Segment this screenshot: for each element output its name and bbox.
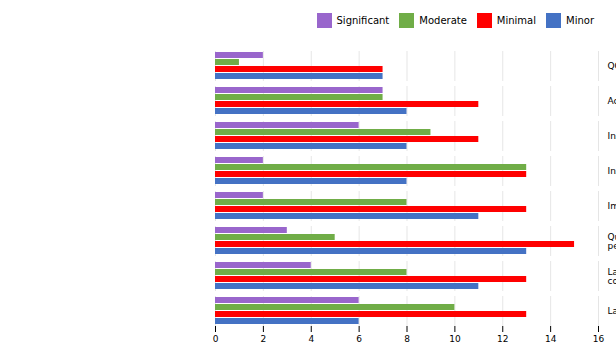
svg-text:Improver or lacking materials: Improver or lacking materials certificat… (608, 201, 616, 211)
svg-text:16: 16 (593, 334, 605, 343)
html-text:Minor: Minor (566, 15, 594, 26)
svg-text:QC/QA not done on Force Accoun: QC/QA not done on Force Account projects (608, 61, 616, 71)
svg-text:Insufficient materials sampli: Insufficient materials sampling frequenc… (608, 166, 616, 176)
svg-text:12: 12 (497, 334, 508, 343)
html-text:Moderate: Moderate (419, 15, 467, 26)
svg-text:Lack of, or not following QA p: Lack of, or not following QA procedures (608, 306, 616, 316)
svg-text:Qualified/certified materials: Qualified/certified materials testingper… (608, 232, 616, 251)
svg-text:2: 2 (261, 334, 267, 343)
svg-text:Insufficient inspection freque: Insufficient inspection frequency or det… (608, 131, 616, 141)
svg-text:6: 6 (356, 334, 362, 343)
svg-text:Lack of documentation on mater: Lack of documentation on materials andco… (608, 267, 616, 286)
svg-text:8: 8 (404, 334, 410, 343)
svg-text:Acceptance of failed materials: Acceptance of failed materials (608, 96, 616, 106)
html-text:Significant: Significant (336, 15, 390, 26)
svg-text:4: 4 (308, 334, 314, 343)
svg-text:0: 0 (213, 334, 219, 343)
svg-text:10: 10 (449, 334, 461, 343)
html-text:Minimal: Minimal (496, 15, 536, 26)
svg-text:14: 14 (545, 334, 557, 343)
